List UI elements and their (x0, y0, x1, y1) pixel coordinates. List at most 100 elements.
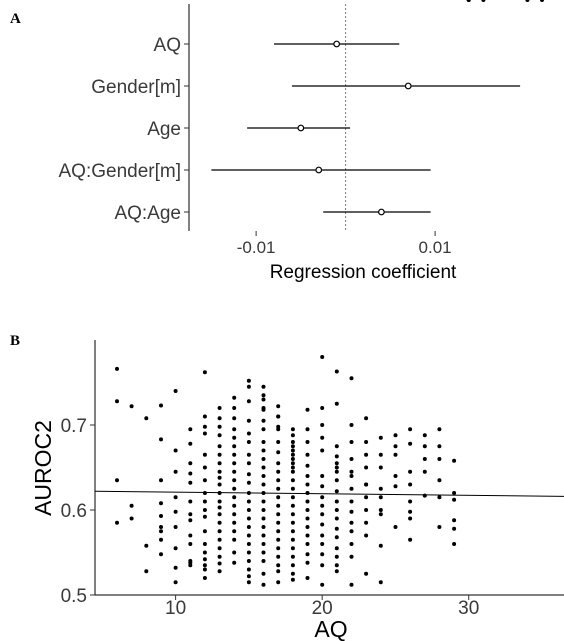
scatter-point (393, 433, 398, 438)
scatter-point (334, 526, 339, 531)
scatter-point (232, 486, 237, 491)
scatter-point (246, 378, 251, 383)
scatter-point (173, 495, 178, 500)
scatter-point (129, 404, 134, 409)
scatter-point (159, 525, 163, 529)
scatter-point (290, 478, 295, 483)
scatter-point (305, 542, 310, 546)
scatter-point (452, 491, 457, 495)
scatter-point (349, 474, 354, 478)
scatter-point (466, 0, 471, 2)
scatter-point (217, 444, 222, 449)
scatter-point (305, 508, 310, 512)
scatter-point (276, 546, 281, 551)
scatter-point (232, 529, 237, 534)
scatter-point (202, 557, 207, 562)
scatter-point (276, 450, 281, 455)
scatter-point (349, 469, 354, 474)
forest-x-tick-label: 0.01 (419, 238, 452, 257)
scatter-point (305, 491, 310, 495)
scatter-point (290, 571, 295, 576)
scatter-point (393, 474, 398, 478)
scatter-point (232, 550, 237, 555)
scatter-point (202, 567, 207, 572)
scatter-point (115, 399, 119, 404)
scatter-point (232, 435, 237, 440)
scatter-point (290, 577, 295, 582)
scatter-point (334, 554, 339, 559)
scatter-point (217, 475, 222, 480)
scatter-x-tick-label: 30 (458, 598, 479, 619)
scatter-point (217, 520, 222, 525)
scatter-point (276, 440, 281, 444)
scatter-point (305, 452, 310, 457)
scatter-point (217, 512, 222, 517)
scatter-point (276, 529, 281, 534)
scatter-point (202, 414, 207, 419)
scatter-point (305, 499, 310, 504)
scatter-point (276, 461, 281, 466)
scatter-point (246, 480, 251, 485)
scatter-point (115, 520, 119, 525)
scatter-point (261, 571, 266, 576)
forest-estimate-point (297, 124, 305, 132)
scatter-point (349, 486, 354, 491)
scatter-point (305, 525, 310, 529)
scatter-point (202, 508, 207, 512)
scatter-point (320, 563, 325, 568)
scatter-point (202, 452, 207, 457)
scatter-point (261, 406, 266, 410)
scatter-point (261, 397, 266, 402)
scatter-y-axis-title: AUROC2 (30, 420, 56, 516)
scatter-point (232, 520, 237, 525)
scatter-point (408, 499, 413, 504)
scatter-point (408, 516, 413, 521)
scatter-point (144, 569, 149, 574)
scatter-point (217, 406, 222, 410)
scatter-point (276, 495, 281, 500)
scatter-point (481, 0, 486, 2)
forest-term-label: AQ:Age (114, 203, 181, 224)
scatter-point (246, 542, 251, 546)
panel-b-letter: B (10, 333, 20, 349)
scatter-point (217, 461, 222, 466)
scatter-y-tick-label: 0.5 (61, 586, 87, 607)
scatter-point (349, 376, 354, 381)
scatter-point (393, 452, 398, 457)
scatter-point (202, 478, 207, 483)
scatter-point (246, 533, 251, 538)
scatter-point (320, 582, 325, 587)
scatter-point (290, 546, 295, 551)
scatter-point (349, 582, 354, 587)
scatter-point (173, 469, 178, 474)
scatter-point (202, 576, 207, 580)
scatter-point (349, 554, 354, 559)
scatter-point (334, 454, 339, 459)
scatter-point (232, 469, 237, 474)
scatter-point (305, 474, 310, 478)
scatter-point (261, 525, 266, 529)
scatter-point (320, 512, 325, 517)
scatter-point (202, 499, 207, 504)
scatter-point (144, 416, 149, 421)
scatter-point (320, 542, 325, 546)
scatter-point (320, 503, 325, 508)
scatter-y-tick-label: 0.6 (61, 501, 87, 522)
scatter-point (452, 497, 457, 502)
scatter-point (159, 552, 163, 557)
scatter-point (305, 516, 310, 521)
scatter-point (173, 580, 178, 585)
scatter-point (320, 406, 325, 410)
scatter-point (261, 533, 266, 538)
scatter-point (334, 369, 339, 374)
scatter-point (217, 482, 222, 487)
scatter-x-ticks: 10 20 30 (165, 595, 479, 619)
scatter-point (290, 563, 295, 568)
regression-line (94, 490, 564, 497)
scatter-point (261, 393, 266, 398)
forest-x-tick-label: -0.01 (237, 238, 276, 257)
scatter-point (320, 448, 325, 453)
scatter-point (334, 465, 339, 470)
scatter-point (290, 554, 295, 559)
scatter-point (159, 501, 163, 506)
